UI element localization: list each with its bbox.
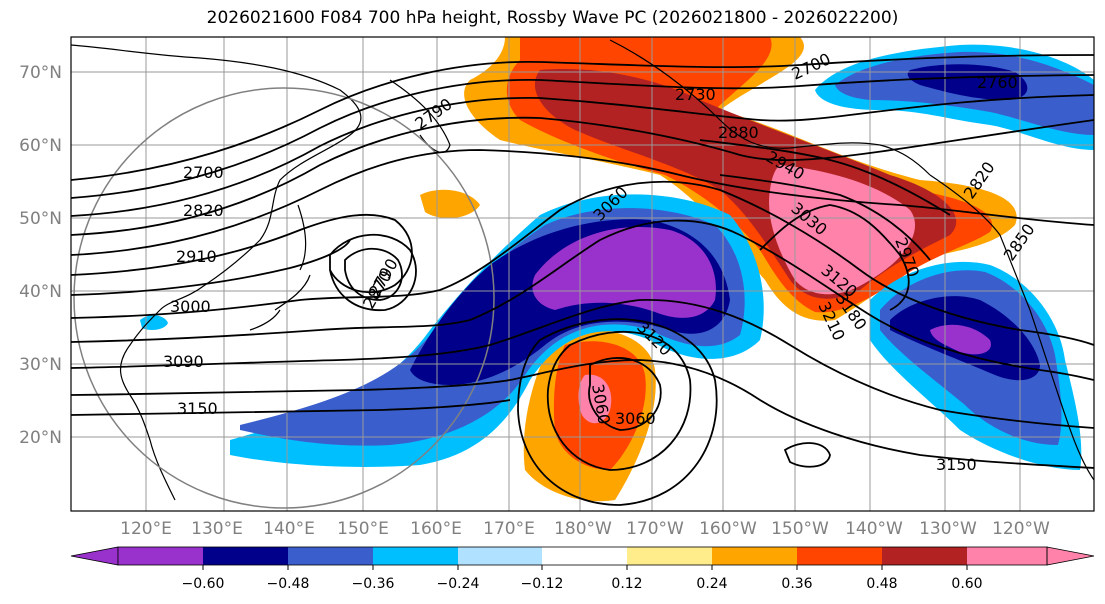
colorbar-bin	[627, 547, 712, 565]
lon-label: 130°E	[191, 519, 243, 539]
contour-label: 3000	[170, 297, 211, 316]
lon-label: 140°W	[845, 519, 903, 539]
map-title: 2026021600 F084 700 hPa height, Rossby W…	[206, 8, 899, 28]
contour-label: 2760	[977, 73, 1018, 92]
colorbar-bin	[797, 547, 882, 565]
anomaly-east-china-negative	[140, 315, 168, 331]
contour-label: 2910	[176, 247, 217, 266]
contour-label: 2700	[183, 163, 224, 182]
colorbar-bin	[712, 547, 797, 565]
rossby-wave-shading	[140, 37, 1094, 502]
lon-label: 170°E	[483, 519, 535, 539]
colorbar-bin	[967, 547, 1047, 565]
colorbar-ticks	[202, 565, 968, 570]
lat-label: 30°N	[19, 355, 62, 375]
colorbar-tick-label: 0.48	[866, 576, 897, 592]
colorbar-tick-label: −0.36	[352, 576, 395, 592]
lon-label: 150°W	[771, 519, 829, 539]
lon-label: 180°W	[554, 519, 612, 539]
lon-label: 130°W	[919, 519, 977, 539]
anomaly-canada-negative-dark	[907, 64, 1028, 100]
anomaly-pacific-negative-core	[532, 227, 716, 318]
lon-label: 120°W	[992, 519, 1050, 539]
colorbar-bin	[203, 547, 288, 565]
lon-label: 160°W	[699, 519, 757, 539]
colorbar-tick-label: −0.12	[521, 576, 564, 592]
colorbar	[70, 546, 1095, 566]
contour-label: 2730	[675, 85, 716, 104]
colorbar-bin	[118, 547, 203, 565]
lon-label: 120°E	[120, 519, 172, 539]
coastline-north-america	[929, 174, 1094, 481]
colorbar-bin	[288, 547, 373, 565]
colorbar-bin	[882, 547, 967, 565]
colorbar-bin	[542, 547, 627, 565]
colorbar-bin	[373, 547, 458, 565]
contour-label: 3060	[615, 409, 656, 428]
lat-label: 50°N	[19, 209, 62, 229]
colorbar-tick-label: −0.60	[182, 576, 225, 592]
colorbar-tick-label: 0.60	[951, 576, 982, 592]
latitude-labels: 70°N 60°N 50°N 40°N 30°N 20°N	[19, 63, 62, 448]
colorbar-tick-label: 0.36	[781, 576, 812, 592]
colorbar-tick-label: 0.12	[611, 576, 642, 592]
lon-label: 150°E	[337, 519, 389, 539]
coastline-alaska	[609, 39, 931, 176]
colorbar-tick-labels: −0.60 −0.48 −0.36 −0.24 −0.12 0.12 0.24 …	[182, 576, 983, 592]
lon-label: 140°E	[263, 519, 315, 539]
longitude-labels: 120°E 130°E 140°E 150°E 160°E 170°E 180°…	[120, 519, 1050, 539]
colorbar-bin	[458, 547, 542, 565]
lat-label: 70°N	[19, 63, 62, 83]
colorbar-tick-label: −0.48	[267, 576, 310, 592]
lat-label: 40°N	[19, 282, 62, 302]
lon-label: 170°W	[626, 519, 684, 539]
map-panel: 2700 2820 2910 3000 3090 3150 2790 2730 …	[19, 36, 1095, 512]
lat-label: 20°N	[19, 428, 62, 448]
domain-circle	[73, 87, 495, 509]
lat-label: 60°N	[19, 136, 62, 156]
colorbar-frame	[117, 546, 1048, 566]
height-contours	[71, 54, 1094, 506]
contour-label: 3090	[163, 352, 204, 371]
colorbar-tick-label: −0.24	[437, 576, 480, 592]
contour-label: 2880	[718, 123, 759, 142]
contour-label: 2820	[183, 201, 224, 220]
contour-label: 3150	[936, 455, 977, 474]
colorbar-extend-left	[70, 546, 119, 566]
colorbar-tick-label: 0.24	[696, 576, 727, 592]
anomaly-subtropical-pink	[578, 374, 612, 424]
colorbar-extend-right	[1046, 546, 1095, 566]
contour-label: 3150	[177, 399, 218, 418]
map-frame	[70, 36, 1095, 512]
lon-label: 160°E	[410, 519, 462, 539]
anomaly-west-pacific-positive	[420, 189, 480, 219]
